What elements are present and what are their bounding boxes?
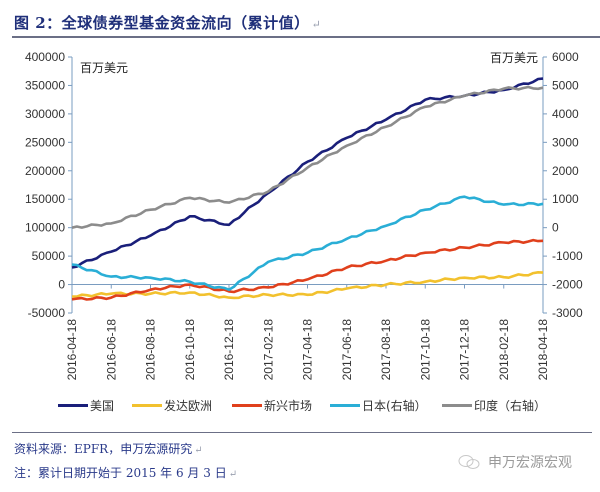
x-axis-tick-label: 2017-08-18 [379,319,393,381]
watermark-text: 申万宏源宏观 [488,455,572,471]
left-axis-tick-label: 300000 [25,107,65,121]
x-axis-tick-label: 2017-04-18 [301,319,315,381]
return-mark: ↵ [194,445,203,456]
left-axis-unit: 百万美元 [80,61,128,75]
chart-title-text: 图 2：全球债券型基金资金流向（累计值） [14,14,310,32]
right-axis-tick-label: -3000 [552,306,583,320]
date-note-text: 注：累计日期开始于 2015 年 6 月 3 日 [14,466,227,480]
date-note: 注：累计日期开始于 2015 年 6 月 3 日 ↵ [14,464,237,481]
return-mark: ↵ [228,469,238,480]
x-axis-tick-label: 2016-06-18 [104,319,118,381]
right-axis-tick-label: 2000 [552,164,579,178]
right-axis-tick-label: -1000 [552,249,583,263]
left-axis-tick-label: 0 [58,278,65,292]
source-note: 资料来源：EPFR，申万宏源研究 ↵ [14,440,203,457]
x-axis-tick-label: 2017-10-18 [418,319,432,381]
x-axis-tick-label: 2017-12-18 [458,319,472,381]
left-axis-tick-label: 400000 [25,50,65,64]
legend-swatch [132,404,162,407]
right-axis-tick-label: 0 [552,221,559,235]
right-axis-tick-label: 1000 [552,192,579,206]
return-mark: ↵ [311,18,322,31]
right-axis-tick-label: 3000 [552,135,579,149]
right-axis-unit: 百万美元 [490,51,538,65]
left-axis-tick-label: 350000 [25,78,65,92]
x-axis-tick-label: 2018-04-18 [536,319,550,381]
x-axis-tick-label: 2016-12-18 [222,319,236,381]
legend-swatch [58,404,88,407]
bottom-rule [12,432,592,433]
x-axis-tick-label: 2016-10-18 [183,319,197,381]
x-axis-tick-label: 2016-08-18 [144,319,158,381]
right-axis-tick-label: -2000 [552,278,583,292]
legend-item: 日本(右轴） [330,397,427,414]
legend-label: 美国 [90,399,115,413]
x-axis-tick-label: 2016-04-18 [65,319,79,381]
right-axis-tick-label: 6000 [552,50,579,64]
legend-item: 发达欧洲 [132,397,212,414]
left-axis-tick-label: 50000 [32,249,66,263]
legend-item: 新兴市场 [232,397,312,414]
left-axis-tick-label: 150000 [25,192,65,206]
legend-item: 印度（右轴） [442,397,546,414]
x-axis-tick-label: 2017-02-18 [261,319,275,381]
series-line-3 [71,195,544,291]
left-axis-tick-label: 250000 [25,135,65,149]
legend-label: 发达欧洲 [164,399,213,413]
top-rule [12,36,600,38]
series-line-0 [71,77,544,269]
legend-label: 日本(右轴） [362,399,427,413]
x-axis-tick-label: 2017-06-18 [340,319,354,381]
left-axis-tick-label: 100000 [25,221,65,235]
series-lines [71,77,544,301]
legend-label: 印度（右轴） [474,399,547,413]
legend-label: 新兴市场 [264,399,313,413]
legend-swatch [330,404,360,407]
right-axis-tick-label: 5000 [552,78,579,92]
legend: 美国 发达欧洲 新兴市场 日本(右轴） 印度（右轴） [0,397,600,417]
source-text: 资料来源：EPFR，申万宏源研究 [14,442,193,456]
watermark: 申万宏源宏观 [458,452,572,472]
legend-swatch [442,404,472,407]
left-axis-tick-label: 200000 [25,164,65,178]
right-axis-tick-label: 4000 [552,107,579,121]
left-axis-tick-label: -50000 [28,306,66,320]
axes: 4000003500003000002500002000001500001000… [25,50,583,380]
chart-title: 图 2：全球债券型基金资金流向（累计值） ↵ [14,12,321,33]
chart: 4000003500003000002500002000001500001000… [25,50,583,380]
series-line-4 [71,85,544,229]
wechat-icon [458,455,480,469]
legend-swatch [232,404,262,407]
x-axis-tick-label: 2018-02-18 [497,319,511,381]
series-line-2 [71,238,544,301]
legend-item: 美国 [58,397,114,414]
